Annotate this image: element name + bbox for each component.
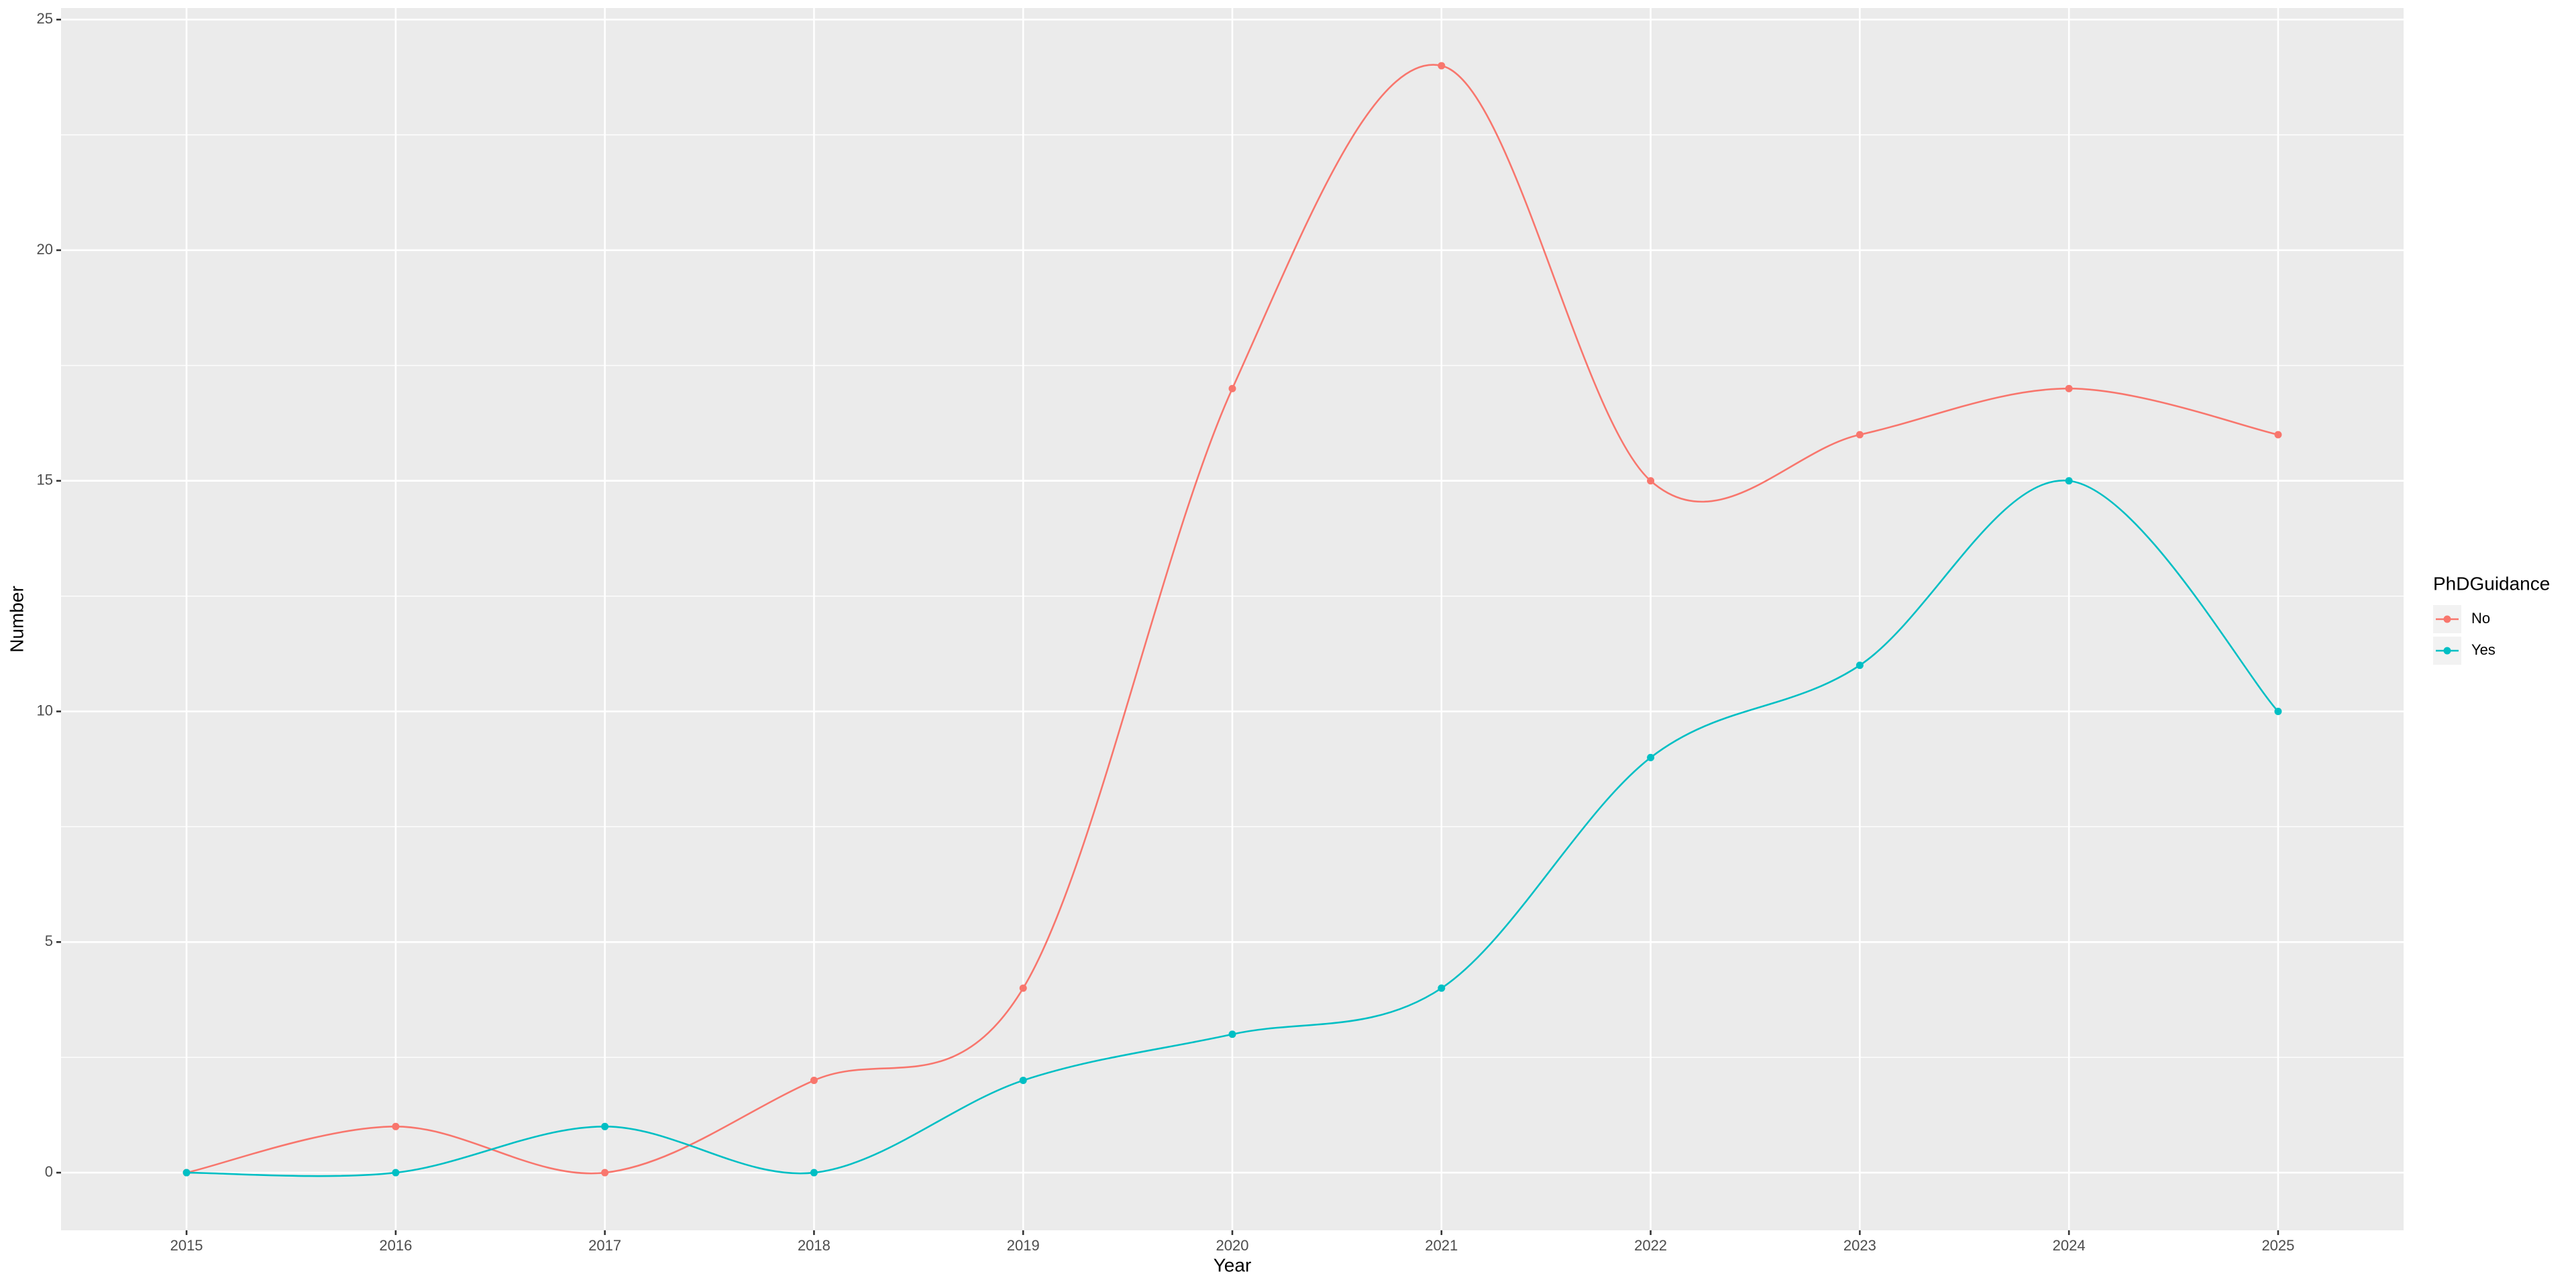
series-line: [186, 480, 2279, 1177]
point: [1228, 384, 1236, 392]
x-tick-label: 2022: [1634, 1237, 1667, 1254]
point: [810, 1077, 818, 1085]
legend: PhDGuidance No Yes: [2433, 573, 2550, 665]
y-tick-label: 25: [37, 10, 53, 27]
point: [1438, 984, 1446, 992]
x-tick-label: 2025: [2261, 1237, 2294, 1254]
point: [1019, 1077, 1027, 1085]
point: [1856, 661, 1864, 669]
x-tick-label: 2018: [798, 1237, 830, 1254]
legend-key-point: [2443, 615, 2451, 623]
point: [601, 1169, 609, 1177]
legend-title: PhDGuidance: [2433, 573, 2550, 594]
point: [1856, 431, 1864, 439]
x-tick-label: 2023: [1843, 1237, 1876, 1254]
point: [392, 1122, 400, 1130]
marks: [182, 62, 2282, 1177]
y-tick-label: 10: [37, 702, 53, 718]
y-tick-label: 20: [37, 241, 53, 258]
x-tick-label: 2015: [170, 1237, 203, 1254]
x-tick-label: 2024: [2053, 1237, 2086, 1254]
point: [1019, 984, 1027, 992]
point: [2065, 477, 2073, 485]
legend-label: Yes: [2471, 641, 2496, 658]
x-tick-label: 2016: [379, 1237, 412, 1254]
point: [2065, 384, 2073, 392]
point: [392, 1169, 400, 1177]
point: [182, 1169, 191, 1177]
y-tick-label: 5: [45, 932, 53, 949]
point: [2274, 708, 2282, 716]
grid: [61, 8, 2404, 1230]
legend-key-point: [2443, 647, 2451, 655]
y-tick-label: 0: [45, 1163, 53, 1180]
point: [2274, 431, 2282, 439]
point: [810, 1169, 818, 1177]
point: [1228, 1030, 1236, 1038]
point: [1647, 753, 1655, 761]
point: [601, 1122, 609, 1130]
y-axis-title: Number: [6, 586, 27, 653]
point: [1647, 477, 1655, 485]
x-tick-label: 2020: [1216, 1237, 1249, 1254]
x-tick-label: 2021: [1425, 1237, 1458, 1254]
y-tick-label: 15: [37, 472, 53, 488]
point: [1438, 62, 1446, 70]
x-tick-label: 2019: [1007, 1237, 1040, 1254]
legend-label: No: [2471, 610, 2490, 627]
x-tick-label: 2017: [588, 1237, 621, 1254]
x-axis-title: Year: [1214, 1254, 1252, 1275]
